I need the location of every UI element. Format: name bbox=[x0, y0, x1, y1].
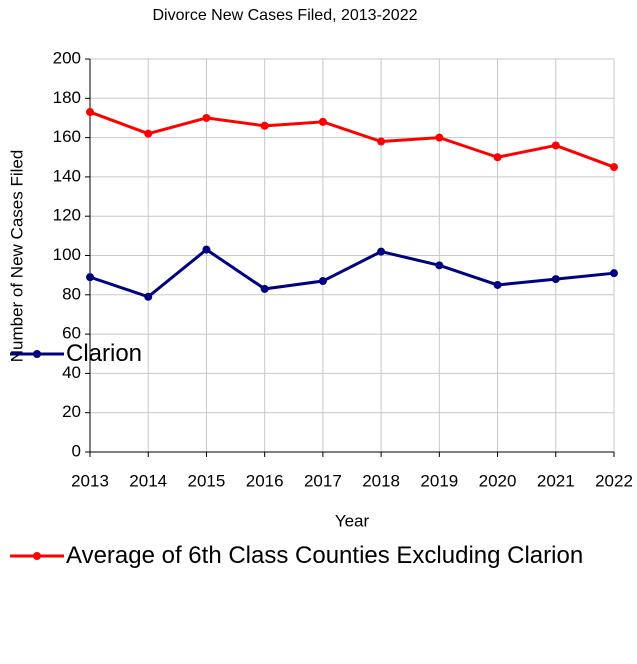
data-point bbox=[260, 284, 269, 293]
x-tick-label: 2014 bbox=[129, 471, 167, 490]
data-point bbox=[86, 273, 94, 282]
data-point bbox=[377, 247, 386, 256]
data-point bbox=[260, 121, 269, 130]
y-tick-label: 160 bbox=[53, 127, 81, 146]
legend-marker bbox=[33, 350, 41, 358]
y-tick-label: 80 bbox=[62, 284, 81, 303]
y-tick-label: 120 bbox=[53, 206, 81, 225]
x-tick-label: 2016 bbox=[246, 471, 284, 490]
legend-swatch bbox=[10, 552, 64, 560]
data-point bbox=[610, 269, 618, 278]
legend-swatch bbox=[10, 350, 64, 358]
data-point bbox=[493, 153, 502, 162]
legend-label: Clarion bbox=[66, 340, 143, 367]
data-point bbox=[86, 108, 94, 117]
y-tick-label: 60 bbox=[62, 324, 81, 343]
data-point bbox=[435, 133, 444, 142]
y-tick-label: 20 bbox=[62, 402, 81, 421]
legend-item: Average of 6th Class Counties Excluding … bbox=[8, 541, 608, 571]
x-tick-label: 2022 bbox=[595, 471, 633, 490]
data-point bbox=[318, 117, 327, 126]
x-tick-label: 2021 bbox=[537, 471, 575, 490]
data-point bbox=[202, 245, 211, 254]
legend-label: Average of 6th Class Counties Excluding … bbox=[66, 542, 584, 569]
x-tick-label: 2020 bbox=[479, 471, 517, 490]
data-point bbox=[551, 141, 560, 150]
y-tick-label: 140 bbox=[53, 166, 81, 185]
data-point bbox=[144, 292, 153, 301]
y-tick-label: 0 bbox=[72, 441, 81, 460]
series-line bbox=[89, 247, 615, 299]
x-axis-label: Year bbox=[335, 511, 370, 530]
legend-item: Clarion bbox=[8, 339, 608, 369]
x-tick-label: 2019 bbox=[420, 471, 458, 490]
series-line bbox=[89, 110, 615, 169]
y-tick-label: 40 bbox=[62, 363, 81, 382]
y-tick-label: 180 bbox=[53, 88, 81, 107]
data-point bbox=[493, 280, 502, 289]
data-point bbox=[435, 261, 444, 270]
y-tick-label: 200 bbox=[53, 48, 81, 67]
data-point bbox=[610, 163, 618, 172]
chart-title: Divorce New Cases Filed, 2013-2022 bbox=[152, 7, 417, 24]
x-tick-label: 2013 bbox=[71, 471, 109, 490]
data-point bbox=[551, 275, 560, 284]
x-tick-label: 2018 bbox=[362, 471, 400, 490]
y-tick-label: 100 bbox=[53, 245, 81, 264]
data-point bbox=[144, 129, 153, 138]
legend-marker bbox=[33, 552, 41, 560]
x-tick-label: 2015 bbox=[188, 471, 226, 490]
data-point bbox=[377, 137, 386, 146]
data-point bbox=[202, 113, 211, 122]
y-axis-label: Number of New Cases Filed bbox=[7, 150, 26, 363]
data-point bbox=[318, 277, 327, 286]
x-tick-label: 2017 bbox=[304, 471, 342, 490]
